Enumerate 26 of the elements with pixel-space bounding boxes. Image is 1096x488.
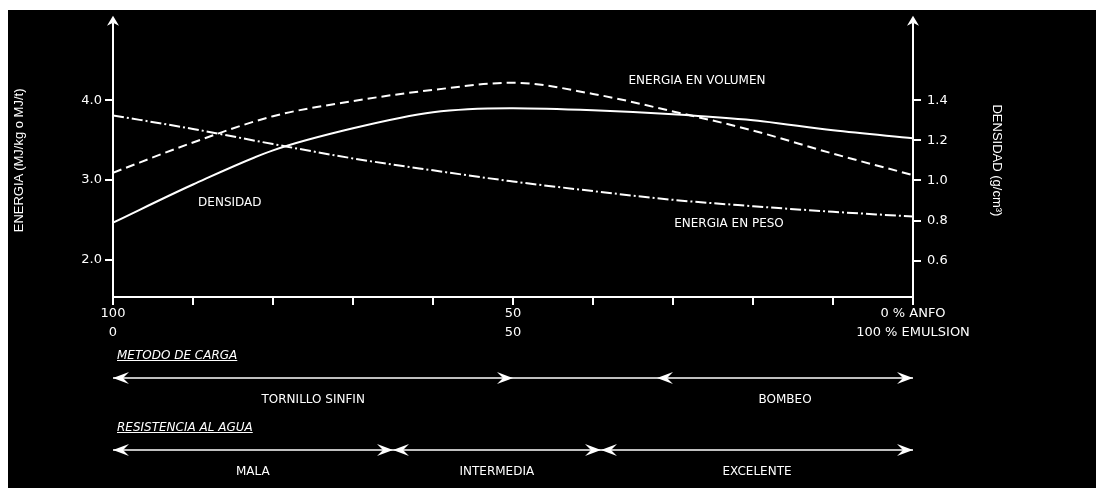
text: MALA [236, 464, 270, 478]
y-axis-title: ENERGIA (MJ/kg o MJ/t) [11, 88, 27, 233]
x-tick-label: 0 [108, 324, 118, 340]
series-label: ENERGIA EN PESO [674, 216, 784, 231]
y2-tick-label: 1.0 [927, 171, 948, 187]
series-label: ENERGIA EN VOLUMEN [628, 73, 766, 88]
y2-tick-label: 0.6 [927, 252, 948, 268]
x-tick-label: 50 [504, 324, 522, 340]
y2-axis-title: DENSIDAD (g/cm³) [989, 104, 1005, 217]
y-tick-label: 4.0 [81, 91, 102, 107]
text: INTERMEDIA [459, 464, 535, 478]
y-tick-label: 2.0 [81, 250, 102, 266]
x2-tick-label: 0 % ANFO [880, 305, 946, 321]
x2-tick-label: 100 [100, 305, 126, 321]
text: BOMBEO [758, 392, 812, 406]
text: METODO DE CARGA [117, 348, 238, 362]
y-tick-label: 3.0 [81, 171, 102, 187]
y2-tick-label: 0.8 [927, 212, 948, 228]
x2-tick-label: 50 [504, 305, 522, 321]
text: RESISTENCIA AL AGUA [117, 420, 253, 434]
text: EXCELENTE [722, 464, 792, 478]
series-label: DENSIDAD [198, 194, 262, 209]
y2-tick-label: 1.2 [927, 131, 948, 147]
text: TORNILLO SINFIN [261, 392, 365, 406]
y2-tick-label: 1.4 [927, 91, 948, 107]
x-tick-label: 100 % EMULSION [856, 324, 970, 340]
